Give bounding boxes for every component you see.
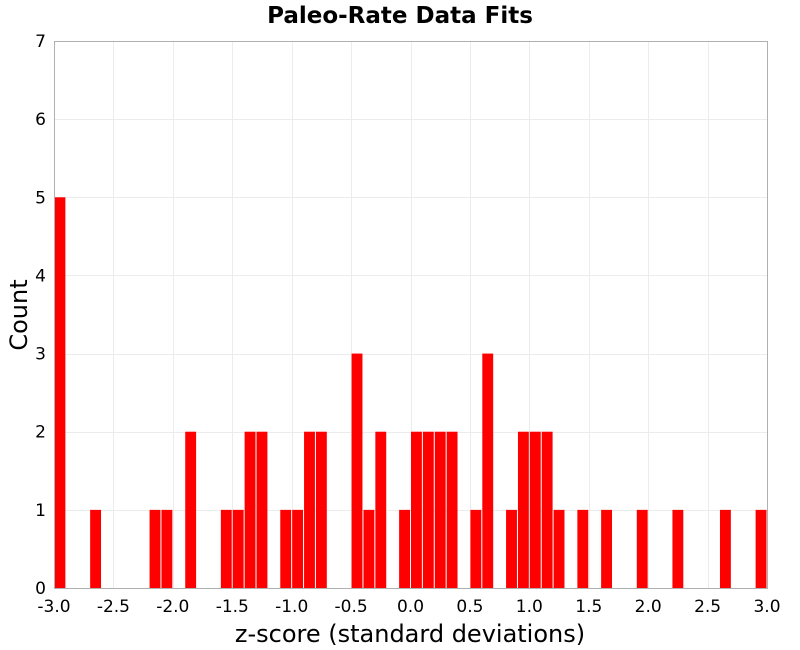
x-tick-label: 0.0: [397, 597, 424, 617]
histogram-bar-30: [636, 509, 648, 588]
x-tick-label: 2.0: [635, 597, 662, 617]
histogram-bar-10: [292, 509, 304, 588]
histogram-bar-32: [719, 509, 731, 588]
histogram-bar-13: [351, 353, 363, 588]
histogram-bars: [54, 197, 767, 589]
histogram-bar-3: [161, 509, 173, 588]
y-tick-label: 4: [35, 266, 46, 286]
histogram-bar-17: [411, 431, 422, 588]
histogram-bar-8: [256, 431, 268, 588]
histogram-bar-23: [506, 509, 517, 588]
histogram-bar-0: [54, 197, 66, 589]
histogram-bar-21: [470, 509, 482, 588]
histogram-bar-25: [529, 431, 541, 588]
histogram-bar-4: [185, 431, 197, 588]
y-tick-label: 5: [35, 188, 46, 208]
y-axis-ticks: 0 1 2 3 4 5 6 7: [35, 32, 46, 599]
grid-lines: [54, 41, 768, 589]
histogram-bar-31: [672, 509, 684, 588]
x-tick-label: -1.0: [275, 597, 308, 617]
histogram-bar-27: [553, 509, 565, 588]
histogram-bar-18: [422, 431, 434, 588]
x-tick-label: 1.5: [575, 597, 602, 617]
chart-title: Paleo-Rate Data Fits: [267, 3, 533, 29]
y-tick-label: 2: [35, 423, 46, 443]
y-tick-label: 0: [35, 579, 46, 599]
x-tick-label: 2.5: [694, 597, 721, 617]
x-axis-ticks: -3.0 -2.5 -2.0 -1.5 -1.0 -0.5 0.0 0.5 1.0 1.5 2.0 2…: [37, 597, 780, 617]
x-tick-label: -0.5: [335, 597, 368, 617]
y-tick-label: 7: [35, 32, 46, 52]
y-axis-label: Count: [5, 279, 33, 350]
plot-frame: [54, 41, 768, 589]
x-tick-label: -1.5: [216, 597, 249, 617]
x-tick-label: -3.0: [37, 597, 70, 617]
histogram-bar-28: [577, 509, 589, 588]
x-axis-label: z-score (standard deviations): [235, 620, 585, 648]
y-tick-label: 1: [35, 501, 46, 521]
histogram-bar-19: [434, 431, 446, 588]
histogram-bar-12: [315, 431, 327, 588]
histogram-bar-20: [446, 431, 458, 588]
x-tick-label: -2.0: [156, 597, 189, 617]
histogram-bar-5: [220, 509, 232, 588]
histogram-bar-22: [482, 353, 494, 588]
x-tick-label: 1.0: [516, 597, 543, 617]
histogram-bar-14: [363, 509, 375, 588]
histogram-bar-29: [601, 509, 613, 588]
y-tick-label: 6: [35, 110, 46, 130]
histogram-bar-7: [244, 431, 256, 588]
x-tick-label: 0.5: [456, 597, 483, 617]
histogram-bar-26: [541, 431, 553, 588]
x-tick-label: 3.0: [753, 597, 780, 617]
histogram-bar-24: [517, 431, 529, 588]
histogram-bar-33: [755, 509, 767, 588]
histogram-bar-11: [304, 431, 315, 588]
histogram-bar-6: [232, 509, 244, 588]
histogram-bar-1: [90, 509, 102, 588]
histogram-bar-9: [280, 509, 292, 588]
histogram-bar-15: [375, 431, 387, 588]
histogram-bar-16: [399, 509, 410, 588]
x-tick-label: -2.5: [97, 597, 130, 617]
histogram-bar-2: [149, 509, 161, 588]
y-tick-label: 3: [35, 345, 46, 365]
